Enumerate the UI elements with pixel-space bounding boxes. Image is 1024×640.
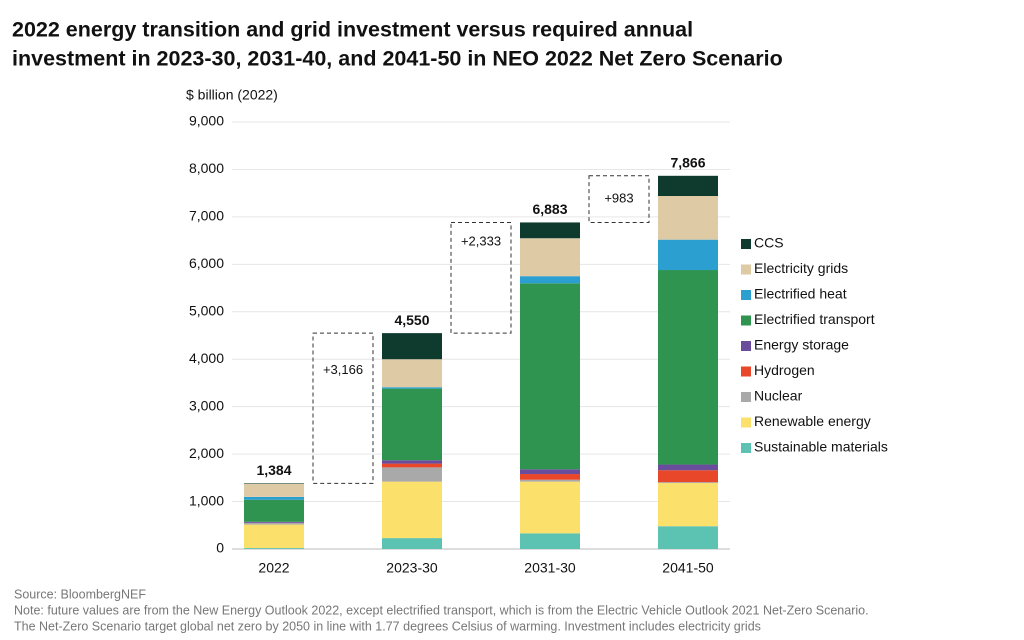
legend-label: Electricity grids	[754, 260, 848, 276]
y-tick-label: 4,000	[189, 350, 224, 366]
bar-segment	[244, 522, 304, 525]
bar-segment	[244, 524, 304, 549]
y-tick-label: 2,000	[189, 445, 224, 461]
increment-label: +3,166	[323, 362, 363, 377]
bar-segment	[382, 387, 442, 389]
bar-segment	[658, 482, 718, 484]
increment-box	[588, 175, 650, 223]
bar-segment	[244, 499, 304, 522]
y-tick-label: 0	[216, 540, 224, 556]
y-tick-label: 8,000	[189, 160, 224, 176]
bar-segment	[520, 481, 580, 534]
bar-segment	[658, 239, 718, 271]
legend-label: Renewable energy	[754, 413, 871, 429]
bar-segment	[382, 467, 442, 482]
total-label: 7,866	[670, 155, 705, 171]
legend-swatch	[741, 443, 751, 453]
y-tick-label: 1,000	[189, 492, 224, 508]
legend-swatch	[741, 264, 751, 275]
bar-segment	[244, 496, 304, 500]
x-tick-label: 2022	[258, 560, 289, 576]
bar-segment	[658, 196, 718, 240]
note: The Net-Zero Scenario target global net …	[14, 619, 761, 633]
bar-segment	[382, 538, 442, 549]
bar-segment	[658, 270, 718, 465]
legend-label: Electrified heat	[754, 286, 847, 302]
y-tick-label: 7,000	[189, 208, 224, 224]
bar-segment	[244, 483, 304, 497]
legend-label: Energy storage	[754, 337, 849, 353]
bar-segment	[520, 238, 580, 277]
legend-swatch	[741, 341, 751, 351]
bar-segment	[382, 481, 442, 539]
increment-label: +2,333	[461, 234, 501, 249]
legend-swatch	[741, 392, 751, 402]
legend-swatch	[741, 417, 751, 428]
legend-label: Hydrogen	[754, 362, 815, 378]
bar-segment	[658, 526, 718, 549]
legend-swatch	[741, 239, 751, 249]
legend-label: Nuclear	[754, 388, 803, 404]
source: Source: BloombergNEF	[14, 587, 146, 601]
chart-title: investment in 2023-30, 2031-40, and 2041…	[12, 47, 783, 71]
x-tick-label: 2031-30	[524, 560, 576, 576]
bar-segment	[520, 283, 580, 470]
legend-swatch	[741, 366, 751, 377]
increment-box	[450, 221, 512, 334]
y-axis-label: $ billion (2022)	[186, 87, 278, 103]
bar-segment	[244, 548, 304, 549]
bar-segment	[520, 469, 580, 475]
bar-segment	[520, 479, 580, 482]
legend-swatch	[741, 315, 751, 326]
bar-segment	[520, 474, 580, 480]
legend-swatch	[741, 290, 751, 300]
y-tick-label: 3,000	[189, 397, 224, 413]
total-label: 4,550	[394, 312, 429, 328]
chart-title: 2022 energy transition and grid investme…	[12, 18, 693, 42]
bar-segment	[382, 333, 442, 360]
bar-segment	[382, 463, 442, 468]
legend-label: Electrified transport	[754, 311, 875, 327]
bar-segment	[658, 470, 718, 483]
total-label: 6,883	[532, 201, 567, 217]
y-tick-label: 9,000	[189, 113, 224, 129]
total-label: 1,384	[256, 462, 291, 478]
bar-segment	[520, 222, 580, 239]
legend-label: CCS	[754, 235, 784, 251]
bar-segment	[520, 276, 580, 284]
bar-segment	[382, 359, 442, 388]
bar-segment	[520, 533, 580, 549]
increment-label: +983	[604, 191, 633, 206]
x-tick-label: 2023-30	[386, 560, 438, 576]
bar-segment	[382, 388, 442, 461]
x-tick-label: 2041-50	[662, 560, 714, 576]
bar-segment	[658, 175, 718, 197]
increment-box	[312, 332, 374, 484]
y-tick-label: 6,000	[189, 255, 224, 271]
bar-segment	[658, 483, 718, 527]
bar-segment	[382, 460, 442, 464]
bar-segment	[658, 464, 718, 471]
bar-segment	[244, 521, 304, 523]
note: Note: future values are from the New Ene…	[14, 603, 869, 617]
y-tick-label: 5,000	[189, 302, 224, 318]
bar-segment	[244, 483, 304, 484]
legend-label: Sustainable materials	[754, 439, 888, 455]
